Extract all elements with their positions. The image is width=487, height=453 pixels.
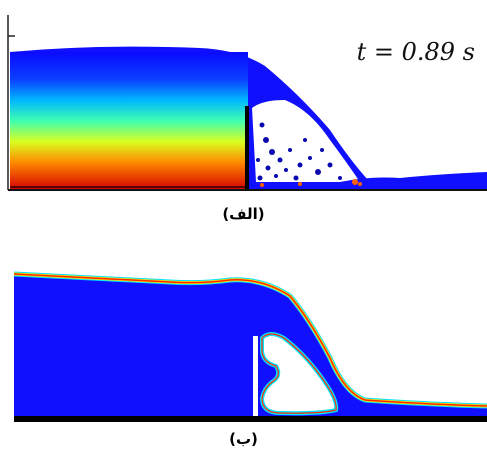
tank-floor-b [14,416,487,422]
splash-particles [256,122,342,181]
impact-hotspots [260,179,362,187]
caption-a: (الف) [222,205,265,223]
downstream-flow [340,172,487,190]
caption-b: (ب) [229,430,258,448]
water-column-reservoir [10,52,248,190]
particle-simulation-image [7,15,487,191]
fluid-region [14,274,487,418]
interface-contour-inner [13,273,487,407]
time-label: t = 0.89 s [356,38,475,66]
simulation-panel-a: t = 0.89 s [0,0,487,200]
gate-wall-b [253,336,258,418]
interface-simulation-image [0,258,487,426]
gate-wall [245,106,249,190]
air-cavity-b-edge [261,333,337,414]
simulation-panel-b [0,258,487,426]
